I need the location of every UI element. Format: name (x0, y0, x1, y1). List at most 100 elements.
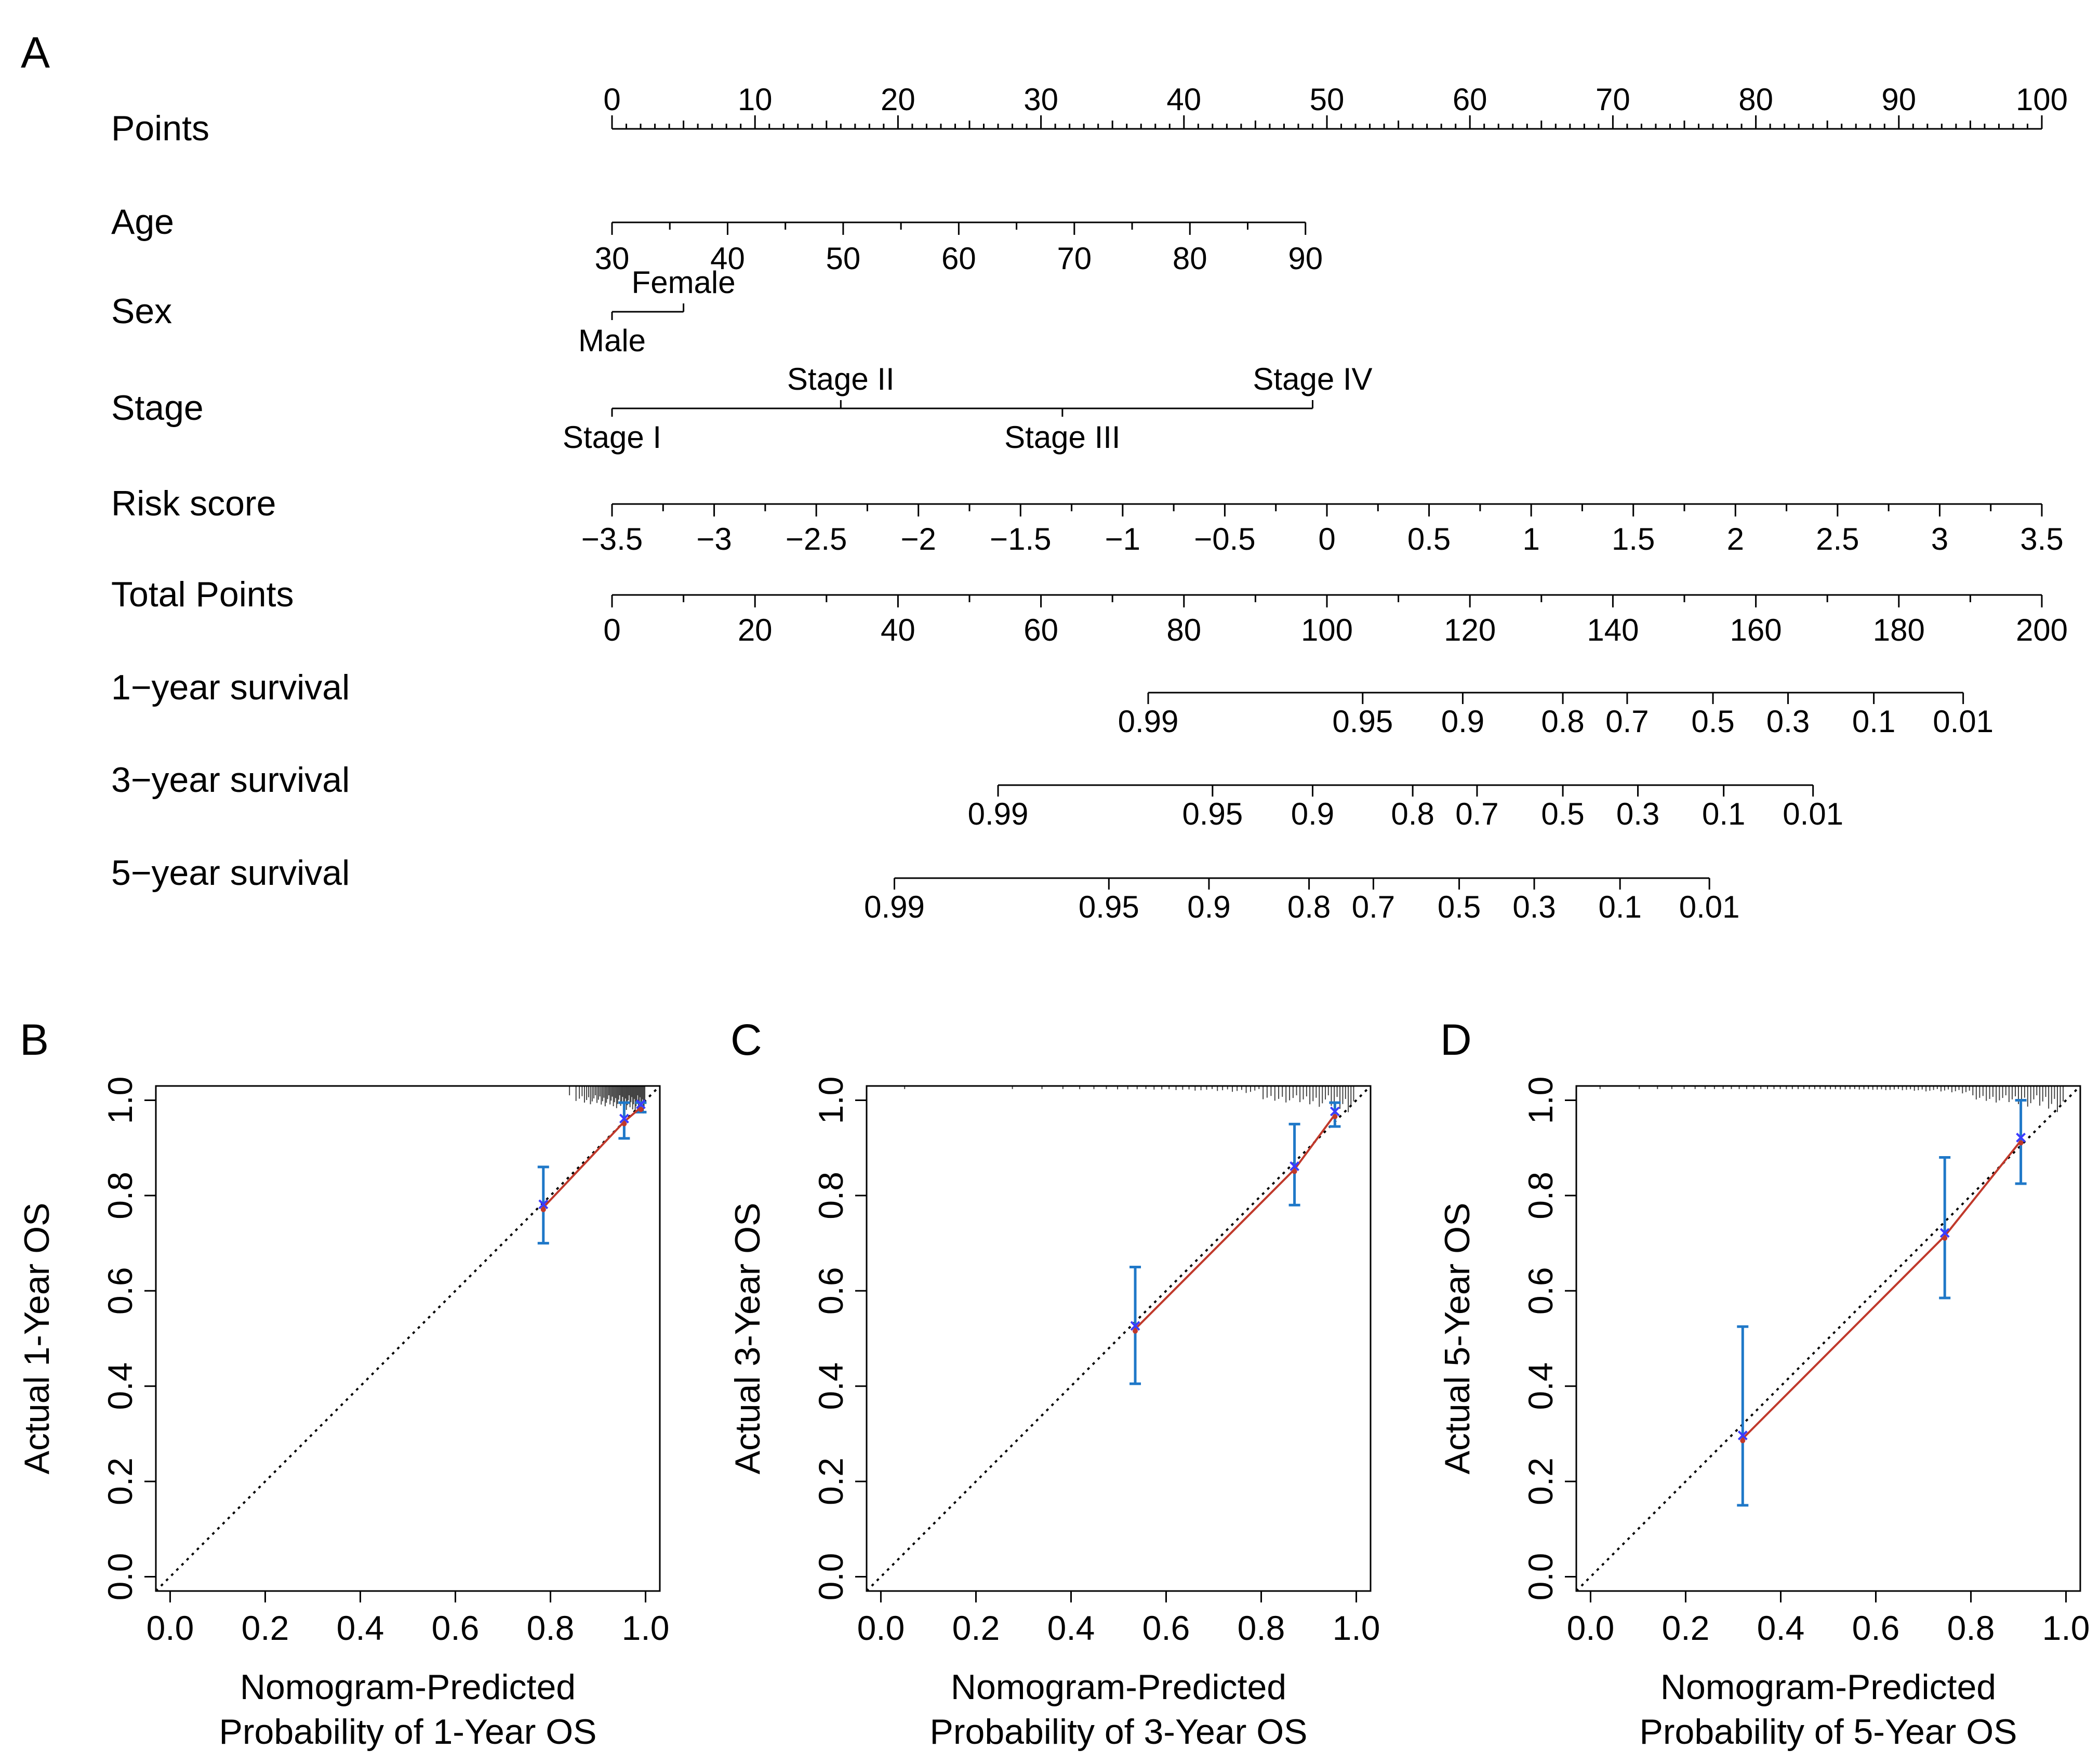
x-tick-label: 1.0 (1333, 1609, 1380, 1647)
y-axis-title: Actual 3-Year OS (728, 1203, 767, 1475)
survival-tick-label: 0.9 (1291, 797, 1334, 831)
survival-tick-label: 0.7 (1352, 890, 1395, 924)
risk-tick-label: 1.5 (1612, 522, 1655, 556)
y-tick-label: 1.0 (101, 1077, 139, 1124)
stage-level-label: Stage IV (1253, 362, 1372, 396)
x-tick-label: 0.8 (1238, 1609, 1285, 1647)
x-tick-label: 0.8 (1947, 1609, 1995, 1647)
survival-tick-label: 0.5 (1691, 704, 1734, 739)
y-tick-label: 1.0 (1521, 1077, 1560, 1124)
calibration-line (1134, 1114, 1336, 1330)
survival-tick-label: 0.8 (1541, 704, 1584, 739)
calibration-point-marker (1737, 1430, 1748, 1440)
points-tick-label: 20 (881, 82, 915, 117)
calibration-point (1942, 1235, 1948, 1241)
total-points-tick-label: 180 (1873, 613, 1925, 647)
points-tick-label: 80 (1738, 82, 1773, 117)
x-tick-label: 0.2 (242, 1609, 289, 1647)
age-tick-label: 60 (941, 241, 976, 276)
calibration-line (1742, 1140, 2022, 1440)
panel-label-d: D (1440, 1015, 1472, 1064)
points-tick-label: 90 (1881, 82, 1916, 117)
x-axis-title: Probability of 3-Year OS (930, 1712, 1308, 1752)
survival-tick-label: 0.9 (1441, 704, 1484, 739)
survival-tick-label: 0.99 (864, 890, 925, 924)
y-tick-label: 0.4 (812, 1362, 850, 1410)
age-tick-label: 90 (1288, 241, 1323, 276)
x-tick-label: 0.2 (952, 1609, 1000, 1647)
total-points-tick-label: 80 (1166, 613, 1201, 647)
survival-tick-label: 0.01 (1679, 890, 1740, 924)
total-points-tick-label: 100 (1301, 613, 1353, 647)
y-tick-label: 0.8 (1521, 1172, 1560, 1219)
survival-tick-label: 0.3 (1616, 797, 1659, 831)
x-tick-label: 0.6 (1852, 1609, 1900, 1647)
survival-tick-label: 0.95 (1332, 704, 1393, 739)
row-label-sex: Sex (111, 291, 172, 331)
stage-level-label: Stage I (563, 420, 661, 455)
row-label-total-points: Total Points (111, 575, 294, 614)
risk-tick-label: −1 (1105, 522, 1140, 556)
row-label-3-year-survival: 3−year survival (111, 760, 350, 800)
panel-label-b: B (20, 1015, 49, 1064)
survival-tick-label: 0.01 (1783, 797, 1843, 831)
y-tick-label: 0.0 (812, 1553, 850, 1601)
points-tick-label: 40 (1166, 82, 1201, 117)
stage-level-label: Stage II (787, 362, 895, 396)
row-label-1-year-survival: 1−year survival (111, 668, 350, 707)
survival-tick-label: 0.99 (1118, 704, 1179, 739)
survival-tick-label: 0.1 (1852, 704, 1895, 739)
y-tick-label: 0.8 (101, 1172, 139, 1219)
points-tick-label: 100 (2016, 82, 2068, 117)
survival-tick-label: 0.01 (1933, 704, 1993, 739)
risk-tick-label: 1 (1522, 522, 1539, 556)
risk-tick-label: −0.5 (1194, 522, 1255, 556)
survival-tick-label: 0.3 (1512, 890, 1556, 924)
panel-label-c: C (730, 1015, 762, 1064)
points-tick-label: 0 (603, 82, 620, 117)
risk-tick-label: −2.5 (786, 522, 847, 556)
survival-tick-label: 0.7 (1605, 704, 1649, 739)
y-axis-title: Actual 1-Year OS (17, 1203, 57, 1475)
survival-tick-label: 0.9 (1187, 890, 1230, 924)
age-tick-label: 70 (1057, 241, 1092, 276)
survival-tick-label: 0.95 (1182, 797, 1243, 831)
x-axis-title: Probability of 1-Year OS (219, 1712, 597, 1752)
calibration-point (1133, 1328, 1138, 1334)
panel-label-a: A (21, 28, 50, 77)
risk-tick-label: −3 (696, 522, 732, 556)
survival-tick-label: 0.5 (1541, 797, 1584, 831)
total-points-tick-label: 60 (1024, 613, 1058, 647)
survival-tick-label: 0.95 (1079, 890, 1139, 924)
total-points-tick-label: 160 (1730, 613, 1782, 647)
x-tick-label: 0.4 (1757, 1609, 1805, 1647)
x-tick-label: 0.0 (1567, 1609, 1615, 1647)
total-points-tick-label: 0 (603, 613, 620, 647)
calibration-point-marker (2016, 1133, 2026, 1143)
calibration-point (540, 1207, 546, 1212)
x-tick-label: 0.2 (1662, 1609, 1710, 1647)
y-tick-label: 0.2 (101, 1457, 139, 1505)
calibration-point-marker (1290, 1161, 1299, 1171)
calibration-point-marker (1939, 1228, 1950, 1238)
row-label-5-year-survival: 5−year survival (111, 853, 350, 893)
x-axis-title: Nomogram-Predicted (240, 1667, 576, 1707)
x-tick-label: 0.6 (432, 1609, 480, 1647)
y-tick-label: 0.4 (101, 1362, 139, 1410)
total-points-tick-label: 20 (738, 613, 773, 647)
risk-tick-label: −1.5 (990, 522, 1051, 556)
survival-tick-label: 0.5 (1438, 890, 1481, 924)
risk-tick-label: 3.5 (2020, 522, 2063, 556)
calibration-point (1740, 1438, 1746, 1443)
survival-tick-label: 0.3 (1766, 704, 1810, 739)
total-points-tick-label: 40 (881, 613, 915, 647)
risk-tick-label: 3 (1931, 522, 1948, 556)
points-tick-label: 50 (1310, 82, 1345, 117)
row-label-risk-score: Risk score (111, 484, 276, 523)
risk-tick-label: −3.5 (581, 522, 643, 556)
y-tick-label: 0.6 (812, 1267, 850, 1315)
calibration-point-marker (619, 1114, 629, 1124)
x-tick-label: 1.0 (2042, 1609, 2090, 1647)
calibration-plot-5-year: D 0.0 0.2 0.4 0.6 0.8 1.0 0.0 0.2 0.4 0.6 0.8 1.0 Nom… (1438, 1015, 2090, 1752)
